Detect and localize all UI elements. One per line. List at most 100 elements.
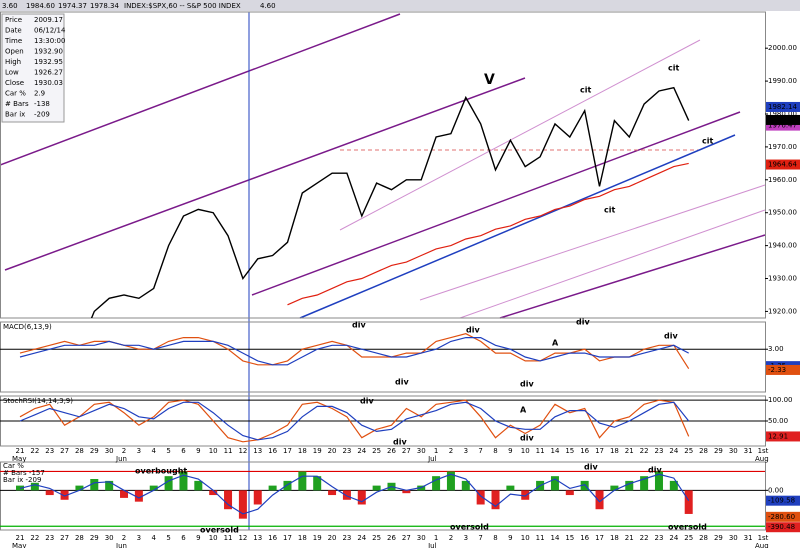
- panel: [0, 333, 765, 370]
- info-value: 06/12/14: [34, 27, 66, 35]
- x-tick-label: 7: [478, 534, 482, 542]
- histogram-bar: [134, 490, 143, 502]
- x-tick-label: 23: [342, 447, 351, 455]
- price-tag-label: 1964.64: [768, 161, 797, 169]
- x-tick-label: 28: [699, 447, 708, 455]
- toolbar-field: 1974.37: [58, 2, 87, 10]
- info-label: # Bars: [5, 100, 29, 108]
- info-value: 1926.27: [34, 69, 63, 77]
- price-tag-label: -280.60: [768, 513, 795, 521]
- annotation: cit: [604, 206, 615, 215]
- annotation: A: [520, 406, 527, 415]
- x-tick-label: 22: [30, 447, 39, 455]
- x-tick-label: 12: [238, 447, 247, 455]
- histogram-bar: [372, 485, 381, 491]
- y-tick-label: 2000.00: [768, 44, 797, 52]
- x-tick-label: 2: [122, 447, 126, 455]
- x-tick-label: 3: [464, 534, 468, 542]
- x-tick-label: 24: [669, 447, 678, 455]
- x-tick-label: 17: [595, 447, 604, 455]
- y-tick-label: 1920.00: [768, 307, 797, 315]
- x-tick-label: 18: [298, 447, 307, 455]
- info-value: -209: [34, 111, 50, 119]
- x-tick-label: 27: [60, 534, 69, 542]
- x-tick-label: 29: [714, 447, 723, 455]
- x-tick-label: 3: [137, 447, 141, 455]
- histogram-bar: [313, 476, 322, 491]
- info-label: Bar ix: [5, 111, 25, 119]
- x-tick-label: 1st: [758, 534, 769, 542]
- histogram-bar: [357, 490, 366, 505]
- x-tick-label: 26: [387, 447, 396, 455]
- x-tick-label: 10: [209, 534, 218, 542]
- y-tick-label: 3.00: [768, 345, 784, 353]
- x-tick-label: 1: [434, 534, 438, 542]
- panel-header: Car %: [3, 462, 24, 470]
- x-tick-label: 10: [209, 447, 218, 455]
- month-label: May: [12, 542, 26, 548]
- x-tick-label: 26: [387, 534, 396, 542]
- toolbar-change: 4.60: [260, 2, 276, 10]
- histogram-bar: [90, 479, 99, 491]
- x-tick-label: 24: [669, 534, 678, 542]
- x-tick-label: 23: [655, 447, 664, 455]
- x-tick-label: 21: [16, 447, 25, 455]
- x-tick-label: 24: [357, 534, 366, 542]
- histogram-bar: [253, 490, 262, 505]
- histogram-bar: [283, 480, 292, 491]
- x-tick-label: 17: [283, 447, 292, 455]
- histogram-bar: [209, 490, 218, 496]
- x-tick-label: 4: [152, 447, 157, 455]
- histogram-bar: [446, 471, 455, 491]
- x-tick-label: 22: [30, 534, 39, 542]
- annotation: div: [520, 380, 534, 389]
- histogram-bar: [149, 485, 158, 491]
- histogram-bar: [298, 471, 307, 491]
- x-tick-label: 2: [122, 534, 126, 542]
- x-tick-label: 11: [224, 447, 233, 455]
- histogram-bar: [521, 490, 530, 500]
- price-tag: [766, 495, 800, 506]
- x-tick-label: 27: [60, 447, 69, 455]
- series-line: [19, 401, 690, 441]
- info-label: Car %: [5, 90, 26, 98]
- info-box: [1, 13, 65, 123]
- x-tick-label: 28: [75, 534, 84, 542]
- x-tick-label: 18: [610, 447, 619, 455]
- x-tick-label: 17: [283, 534, 292, 542]
- info-label: Close: [5, 79, 24, 87]
- x-tick-label: 10: [521, 447, 530, 455]
- histogram-bar: [565, 490, 574, 496]
- annotation: div: [520, 434, 534, 443]
- x-tick-label: 25: [372, 534, 381, 542]
- x-tick-label: 30: [105, 534, 114, 542]
- x-tick-label: 16: [268, 447, 277, 455]
- histogram-bar: [328, 490, 337, 496]
- x-tick-label: 23: [45, 534, 54, 542]
- panel: [0, 399, 765, 443]
- series-line: [19, 337, 689, 366]
- x-tick-label: 27: [402, 534, 411, 542]
- x-tick-label: 15: [565, 447, 574, 455]
- panel-frame: [0, 461, 766, 531]
- annotation: oversold: [450, 523, 489, 532]
- histogram-bar: [194, 480, 203, 491]
- annotation: div: [584, 463, 598, 472]
- annotation: div: [466, 326, 480, 335]
- y-tick-label: 1950.00: [768, 209, 797, 217]
- annotation: div: [393, 438, 407, 447]
- x-tick-label: 13: [253, 447, 262, 455]
- month-label: Jun: [115, 542, 127, 548]
- annotation: A: [552, 339, 559, 348]
- y-tick-label: 0.00: [768, 486, 784, 494]
- month-label: May: [12, 455, 26, 463]
- histogram-bar: [60, 490, 69, 500]
- price-tag: [766, 101, 800, 112]
- annotation: cit: [702, 137, 713, 146]
- annotation: div: [395, 378, 409, 387]
- panel-title: StochRSI(14,14,3,9): [3, 397, 73, 405]
- month-label: Jul: [427, 455, 437, 463]
- x-tick-label: 2: [449, 447, 453, 455]
- x-tick-label: 1st: [758, 447, 769, 455]
